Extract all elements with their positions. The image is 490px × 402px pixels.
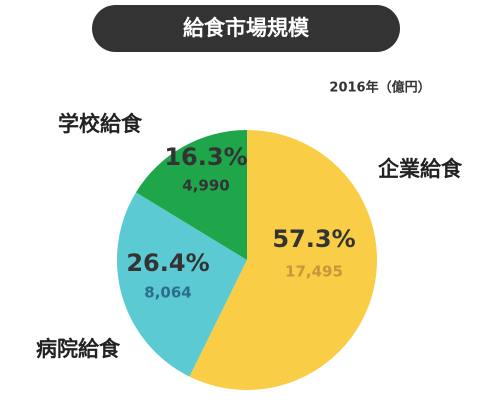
amount-label: 8,064 [144, 284, 191, 302]
pie-slice [117, 192, 247, 377]
value-label: 26.4% [126, 249, 209, 277]
pie-slice [135, 130, 247, 260]
chart-title: 給食市場規模 [183, 16, 310, 40]
category-label: 企業給食 [377, 157, 463, 181]
category-label: 学校給食 [58, 112, 143, 136]
chart-subtitle: 2016年（億円） [329, 80, 430, 96]
category-label: 病院給食 [36, 337, 121, 361]
amount-label: 4,990 [182, 177, 229, 195]
amount-label: 17,495 [285, 263, 343, 281]
pie-slice [189, 130, 377, 390]
value-label: 57.3% [272, 225, 355, 253]
value-label: 16.3% [164, 143, 247, 171]
title-pill [92, 5, 400, 52]
